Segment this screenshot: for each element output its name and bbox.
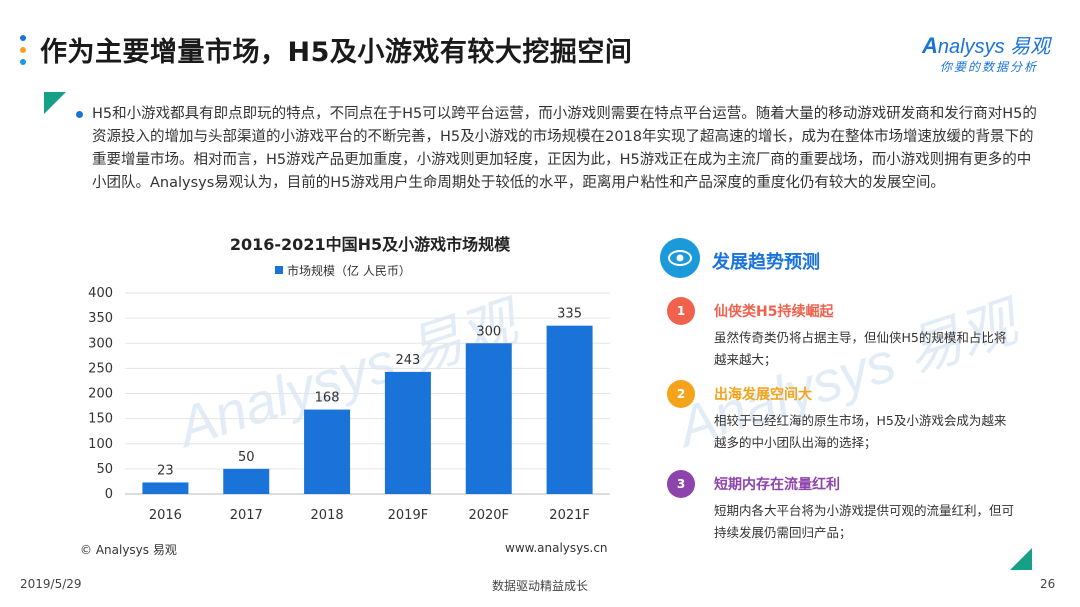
intro-bullet-dot	[76, 111, 83, 118]
header-dot-orange	[20, 47, 26, 53]
x-tick-label: 2021F	[549, 508, 590, 523]
y-tick-label: 0	[105, 487, 113, 502]
footer-slogan: 数据驱动精益成长	[491, 579, 588, 593]
trend-section-title: 发展趋势预测	[712, 252, 820, 273]
y-tick-label: 250	[88, 361, 113, 376]
y-tick-label: 100	[88, 437, 113, 452]
trend-heading: 短期内存在流量红利	[714, 477, 840, 493]
analysys-logo: Analysys 易观	[922, 33, 1051, 58]
trend-heading: 仙侠类H5持续崛起	[714, 304, 834, 320]
bar	[223, 468, 270, 494]
bar	[384, 371, 431, 494]
bar-value-label: 168	[315, 391, 340, 406]
footer-date: 2019/5/29	[20, 577, 82, 591]
bar-chart: 0 50 100 150 200 250 300 350 400 23 2016 50 2017 168 2…	[88, 286, 610, 523]
bar-value-label: 243	[396, 353, 421, 368]
logo-tagline: 你要的数据分析	[940, 60, 1039, 74]
bar-value-label: 50	[238, 450, 255, 465]
bar-value-label: 335	[557, 307, 582, 322]
bar	[465, 343, 512, 494]
bar	[304, 409, 351, 494]
intro-paragraph: H5和小游戏都具有即点即玩的特点，不同点在于H5可以跨平台运营，而小游戏则需要在…	[92, 106, 1037, 191]
page-number: 26	[1040, 577, 1056, 591]
logo-a-icon: A	[922, 33, 938, 58]
x-tick-label: 2017	[230, 508, 263, 523]
trend-number-badge: 1	[667, 297, 695, 325]
y-tick-label: 150	[88, 412, 113, 427]
x-tick-label: 2019F	[388, 508, 429, 523]
y-tick-label: 300	[88, 336, 113, 351]
trend-description: 虽然传奇类仍将占据主导，但仙侠H5的规模和占比将越来越大；	[714, 330, 1007, 367]
trend-heading: 出海发展空间大	[714, 387, 812, 403]
bar-value-label: 23	[157, 463, 174, 478]
y-tick-label: 350	[88, 311, 113, 326]
trend-description: 相较于已经红海的原生市场，H5及小游戏会成为越来越多的中小团队出海的选择；	[714, 413, 1007, 450]
chart-title: 2016-2021中国H5及小游戏市场规模	[229, 235, 511, 254]
bar	[546, 325, 593, 494]
corner-triangle-top-left	[44, 92, 66, 114]
x-tick-label: 2016	[149, 508, 182, 523]
x-tick-label: 2020F	[468, 508, 509, 523]
header-dot-blue	[20, 35, 26, 41]
trend-number-badge: 3	[667, 470, 695, 498]
eye-icon	[660, 238, 700, 278]
bar-value-label: 300	[476, 324, 501, 339]
trend-number-badge: 2	[667, 380, 695, 408]
y-tick-label: 200	[88, 387, 113, 402]
y-tick-label: 50	[96, 462, 113, 477]
x-tick-label: 2018	[311, 508, 344, 523]
corner-triangle-bottom-right	[1010, 548, 1032, 570]
page-title: 作为主要增量市场，H5及小游戏有较大挖掘空间	[40, 37, 633, 68]
chart-legend: 市场规模（亿 人民币）	[275, 262, 411, 279]
chart-copyright: © Analysys 易观	[80, 543, 177, 557]
trend-description: 短期内各大平台将为小游戏提供可观的流量红利，但可持续发展仍需回归产品；	[714, 503, 1015, 540]
header-dot-blue-2	[20, 59, 26, 65]
legend-swatch	[275, 266, 283, 274]
bar	[142, 482, 189, 494]
y-tick-label: 400	[88, 286, 113, 301]
chart-website: www.analysys.cn	[505, 541, 608, 555]
